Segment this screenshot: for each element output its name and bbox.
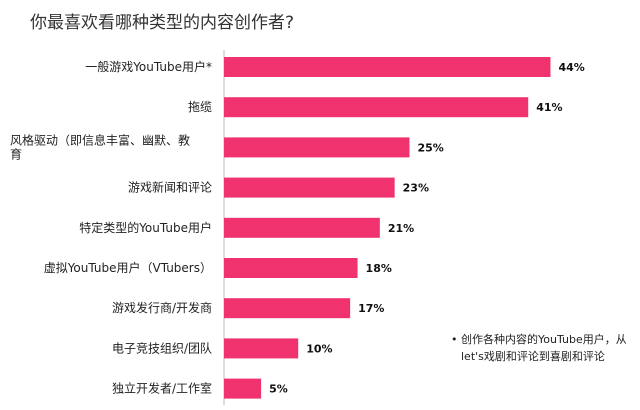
bar-value-label: 17%	[358, 302, 384, 315]
category-label: 电子竞技组织/团队	[112, 340, 212, 355]
bar	[224, 177, 395, 198]
category-label: 虚拟YouTube用户（VTubers）	[44, 260, 212, 275]
bar-value-label: 5%	[269, 383, 288, 396]
bar-value-label: 23%	[403, 182, 429, 195]
bars-group: 44% 一般游戏YouTube用户* 41% 拖缆 25% 风格驱动（即信息丰富、幽默、教…	[10, 57, 585, 399]
category-label: 独立开发者/工作室	[112, 381, 212, 396]
footnote-bullet: •	[451, 333, 458, 346]
category-label: 拖缆	[188, 100, 212, 114]
bar	[224, 137, 410, 158]
category-label: 游戏新闻和评论	[128, 180, 212, 195]
bar	[224, 57, 551, 77]
bar	[224, 298, 351, 319]
bar-value-label: 25%	[418, 141, 444, 154]
bar	[224, 338, 299, 359]
category-label: 特定类型的YouTube用户	[79, 220, 212, 235]
footnote: • 创作各种内容的YouTube用户，从let's戏剧和评论到喜剧和评论	[451, 331, 631, 365]
bar	[224, 217, 380, 238]
footnote-text: 创作各种内容的YouTube用户，从let's戏剧和评论到喜剧和评论	[461, 333, 627, 363]
bar-value-label: 18%	[366, 262, 392, 275]
bar-value-label: 44%	[558, 61, 584, 74]
category-label: 游戏发行商/开发商	[112, 300, 212, 315]
bar-value-label: 21%	[388, 222, 414, 235]
bar	[224, 97, 529, 118]
bar	[224, 378, 262, 399]
bar-value-label: 41%	[536, 101, 562, 114]
category-label: 风格驱动（即信息丰富、幽默、教育	[10, 132, 190, 161]
bar	[224, 258, 358, 278]
category-label: 一般游戏YouTube用户*	[85, 59, 212, 74]
bar-value-label: 10%	[306, 342, 332, 355]
chart-title: 你最喜欢看哪种类型的内容创作者?	[30, 13, 295, 33]
